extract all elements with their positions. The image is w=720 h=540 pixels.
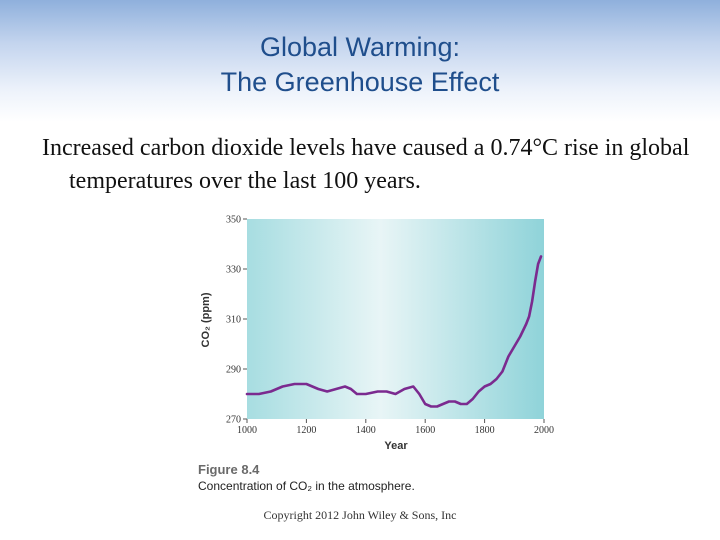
y-tick-label: 290 xyxy=(226,365,241,376)
slide-body-text: Increased carbon dioxide levels have cau… xyxy=(42,135,690,194)
figure-caption: Concentration of CO₂ in the atmosphere. xyxy=(198,479,415,493)
x-tick-label: 2000 xyxy=(534,425,554,436)
x-tick-label: 1800 xyxy=(475,425,495,436)
x-tick-label: 1000 xyxy=(237,425,257,436)
slide-title: Global Warming: The Greenhouse Effect xyxy=(0,30,720,100)
slide-title-line-2: The Greenhouse Effect xyxy=(220,67,500,97)
y-tick-label: 270 xyxy=(226,415,241,426)
x-axis-label: Year xyxy=(384,440,408,452)
y-tick-label: 350 xyxy=(226,215,241,226)
x-tick-label: 1400 xyxy=(356,425,376,436)
x-tick-label: 1600 xyxy=(415,425,435,436)
y-tick-label: 330 xyxy=(226,265,241,276)
x-tick-label: 1200 xyxy=(296,425,316,436)
y-axis-label: CO₂ (ppm) xyxy=(200,292,212,347)
figure-label: Figure 8.4 xyxy=(198,462,260,477)
co2-series-line xyxy=(245,255,543,408)
y-tick-label: 310 xyxy=(226,315,241,326)
title-banner xyxy=(0,0,720,122)
slide-title-line-1: Global Warming: xyxy=(259,32,461,62)
plot-area xyxy=(247,219,544,419)
copyright-notice: Copyright 2012 John Wiley & Sons, Inc xyxy=(263,508,457,522)
